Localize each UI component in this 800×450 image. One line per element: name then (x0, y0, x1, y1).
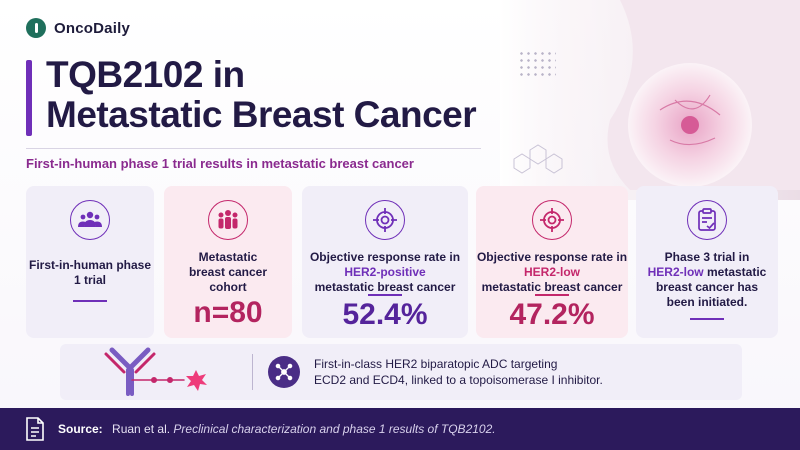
drug-description-line-1: First-in-class HER2 biparatopic ADC targ… (314, 357, 558, 371)
breast-illustration (500, 0, 800, 200)
label-prefix: Objective response rate in (476, 250, 628, 264)
card-divider (690, 318, 724, 320)
page-subtitle: First-in-human phase 1 trial results in … (26, 156, 414, 171)
document-icon (26, 417, 44, 441)
target-icon (365, 200, 405, 240)
clipboard-check-icon (687, 200, 727, 240)
users-icon (70, 200, 110, 240)
divider (252, 354, 253, 390)
page-title: TQB2102 in Metastatic Breast Cancer (46, 54, 477, 135)
adc-antibody-icon (104, 347, 207, 396)
card-orr-her2-positive-value: 52.4% (342, 298, 428, 331)
dot-grid-decoration (518, 50, 556, 80)
brand-logo: OncoDaily (26, 18, 130, 38)
title-accent-bar (26, 60, 32, 136)
source-footer: Source: Ruan et al. Preclinical characte… (0, 408, 800, 450)
label-prefix: Objective response rate in (309, 250, 461, 264)
card-orr-her2-low: Objective response rate in HER2-low meta… (476, 186, 628, 338)
label-prefix: Phase 3 trial in (664, 250, 750, 264)
label-suffix: metastatic breast cancer (481, 280, 623, 294)
network-icon (268, 356, 300, 388)
source-author: Ruan et al. (112, 422, 171, 436)
card-cohort: Metastatic breast cancer cohort n=80 (164, 186, 292, 338)
drug-description: First-in-class HER2 biparatopic ADC targ… (314, 356, 603, 388)
label-highlight: HER2-low (647, 265, 704, 279)
target-icon (532, 200, 572, 240)
card-orr-her2-low-value: 47.2% (509, 298, 595, 331)
title-line-2: Metastatic Breast Cancer (46, 94, 477, 135)
card-phase3-label: Phase 3 trial in HER2-low metastatic bre… (636, 250, 778, 310)
source-label: Source: (58, 422, 103, 436)
card-divider (535, 294, 569, 296)
group-icon (208, 200, 248, 240)
drug-description-line-2: ECD2 and ECD4, linked to a topoisomerase… (314, 373, 603, 387)
title-divider (26, 148, 481, 149)
card-cohort-label: Metastatic breast cancer cohort (188, 250, 268, 294)
card-trial-type: First-in-human phase 1 trial (26, 186, 154, 338)
card-orr-her2-positive: Objective response rate in HER2-positive… (302, 186, 468, 338)
label-highlight: HER2-low (523, 265, 580, 279)
label-highlight: HER2-positive (344, 265, 426, 279)
label-suffix: metastatic breast cancer (314, 280, 456, 294)
card-orr-her2-low-label: Objective response rate in HER2-low meta… (476, 250, 628, 295)
card-cohort-value: n=80 (193, 296, 263, 329)
card-trial-type-label: First-in-human phase 1 trial (28, 258, 151, 287)
source-citation: Source: Ruan et al. Preclinical characte… (58, 422, 496, 436)
logo-icon (26, 18, 46, 38)
title-line-1: TQB2102 in (46, 54, 245, 95)
card-divider (368, 294, 402, 296)
card-divider (73, 300, 107, 302)
card-orr-her2-positive-label: Objective response rate in HER2-positive… (302, 250, 468, 295)
card-phase3: Phase 3 trial in HER2-low metastatic bre… (636, 186, 778, 338)
label-suffix: metastatic breast cancer has been initia… (655, 265, 767, 309)
brand-name: OncoDaily (54, 19, 130, 37)
source-reference: Preclinical characterization and phase 1… (173, 422, 496, 436)
drug-description-panel: First-in-class HER2 biparatopic ADC targ… (60, 344, 742, 400)
